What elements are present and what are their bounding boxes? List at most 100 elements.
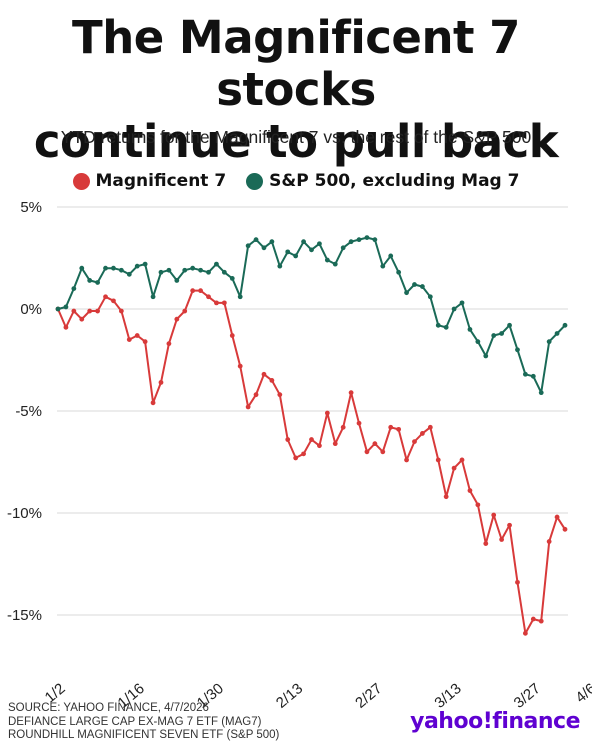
data-point bbox=[499, 331, 505, 336]
data-point bbox=[530, 373, 536, 379]
data-point bbox=[348, 239, 354, 245]
legend: Magnificent 7 S&P 500, excluding Mag 7 bbox=[0, 171, 592, 191]
data-point bbox=[562, 322, 568, 328]
data-point bbox=[142, 339, 148, 345]
data-point bbox=[301, 451, 306, 457]
data-point bbox=[55, 306, 61, 312]
source-note: SOURCE: YAHOO FINANCE, 4/7/2026 DEFIANCE… bbox=[8, 702, 279, 743]
legend-swatch-mag7 bbox=[72, 172, 90, 190]
data-point bbox=[356, 237, 362, 243]
data-point bbox=[253, 392, 259, 398]
data-point bbox=[293, 455, 299, 461]
data-point bbox=[546, 339, 552, 345]
data-point bbox=[459, 457, 465, 463]
data-point bbox=[221, 269, 227, 275]
data-point bbox=[451, 306, 457, 312]
series-line-mag7 bbox=[57, 289, 566, 635]
title-line-1: The Magnificent 7 stocks bbox=[72, 11, 520, 116]
data-point bbox=[134, 333, 140, 338]
data-point bbox=[420, 284, 425, 289]
x-tick-label: 2/27 bbox=[352, 680, 385, 712]
series-line-sp500 bbox=[57, 236, 566, 394]
data-point bbox=[285, 437, 291, 442]
data-point bbox=[467, 327, 473, 332]
data-point bbox=[158, 269, 164, 275]
data-point bbox=[182, 308, 188, 314]
data-point bbox=[522, 371, 528, 377]
data-point bbox=[483, 541, 489, 546]
data-point bbox=[427, 424, 433, 430]
y-tick-label: 5% bbox=[20, 199, 42, 216]
data-point bbox=[190, 288, 196, 294]
data-point bbox=[245, 404, 251, 410]
data-point bbox=[483, 353, 489, 359]
data-point bbox=[340, 245, 346, 251]
data-point bbox=[507, 522, 512, 528]
data-point bbox=[198, 267, 203, 273]
data-point bbox=[277, 263, 283, 269]
data-point bbox=[475, 502, 481, 508]
legend-label-mag7: Magnificent 7 bbox=[95, 171, 227, 191]
data-point bbox=[538, 618, 544, 624]
data-point bbox=[554, 331, 560, 336]
data-point bbox=[443, 494, 449, 500]
data-point bbox=[166, 267, 172, 273]
data-point bbox=[356, 420, 362, 426]
x-tick-label: 3/13 bbox=[431, 680, 464, 712]
data-point bbox=[118, 267, 124, 273]
x-tick-label: 4/6 bbox=[572, 680, 592, 706]
data-point bbox=[324, 410, 330, 416]
data-point bbox=[150, 294, 156, 300]
data-point bbox=[538, 390, 544, 396]
y-tick-label: -10% bbox=[7, 505, 42, 522]
data-point bbox=[150, 400, 156, 406]
data-point bbox=[261, 371, 267, 377]
data-point bbox=[515, 579, 520, 585]
data-point bbox=[111, 265, 116, 271]
data-point bbox=[63, 304, 69, 310]
data-point bbox=[332, 441, 338, 447]
data-point bbox=[404, 290, 409, 296]
data-point bbox=[420, 431, 425, 436]
data-point bbox=[499, 537, 505, 542]
y-tick-label: 0% bbox=[20, 301, 42, 318]
data-point bbox=[317, 443, 322, 449]
data-point bbox=[491, 333, 497, 338]
source-line-3: ROUNDHILL MAGNIFICENT SEVEN ETF (S&P 500… bbox=[8, 729, 280, 741]
data-point bbox=[261, 245, 267, 251]
data-point bbox=[396, 269, 402, 275]
data-point bbox=[530, 616, 536, 622]
data-point bbox=[293, 253, 299, 259]
data-point bbox=[71, 286, 77, 291]
data-point bbox=[174, 278, 180, 283]
chart-subtitle: YTD returns for the Magnificent 7 vs. th… bbox=[60, 127, 532, 147]
data-point bbox=[332, 261, 338, 267]
data-point bbox=[451, 465, 457, 471]
data-point bbox=[71, 308, 77, 314]
data-point bbox=[364, 235, 370, 241]
data-point bbox=[554, 514, 560, 520]
data-point bbox=[412, 282, 417, 287]
data-point bbox=[221, 300, 227, 306]
data-point bbox=[95, 308, 101, 314]
data-point bbox=[198, 288, 203, 294]
data-point bbox=[214, 300, 219, 306]
data-point bbox=[388, 253, 394, 259]
data-point bbox=[562, 526, 568, 532]
data-point bbox=[427, 294, 433, 300]
data-point bbox=[142, 261, 148, 267]
data-point bbox=[79, 316, 85, 322]
data-point bbox=[206, 294, 211, 300]
data-point bbox=[388, 424, 394, 430]
data-point bbox=[118, 308, 124, 314]
data-point bbox=[229, 276, 235, 281]
y-tick-label: -15% bbox=[7, 607, 42, 624]
data-point bbox=[459, 300, 465, 306]
data-point bbox=[103, 294, 108, 300]
data-point bbox=[253, 237, 259, 243]
data-point bbox=[229, 333, 235, 338]
data-point bbox=[87, 308, 93, 314]
data-point bbox=[340, 424, 346, 430]
data-point bbox=[95, 280, 101, 285]
